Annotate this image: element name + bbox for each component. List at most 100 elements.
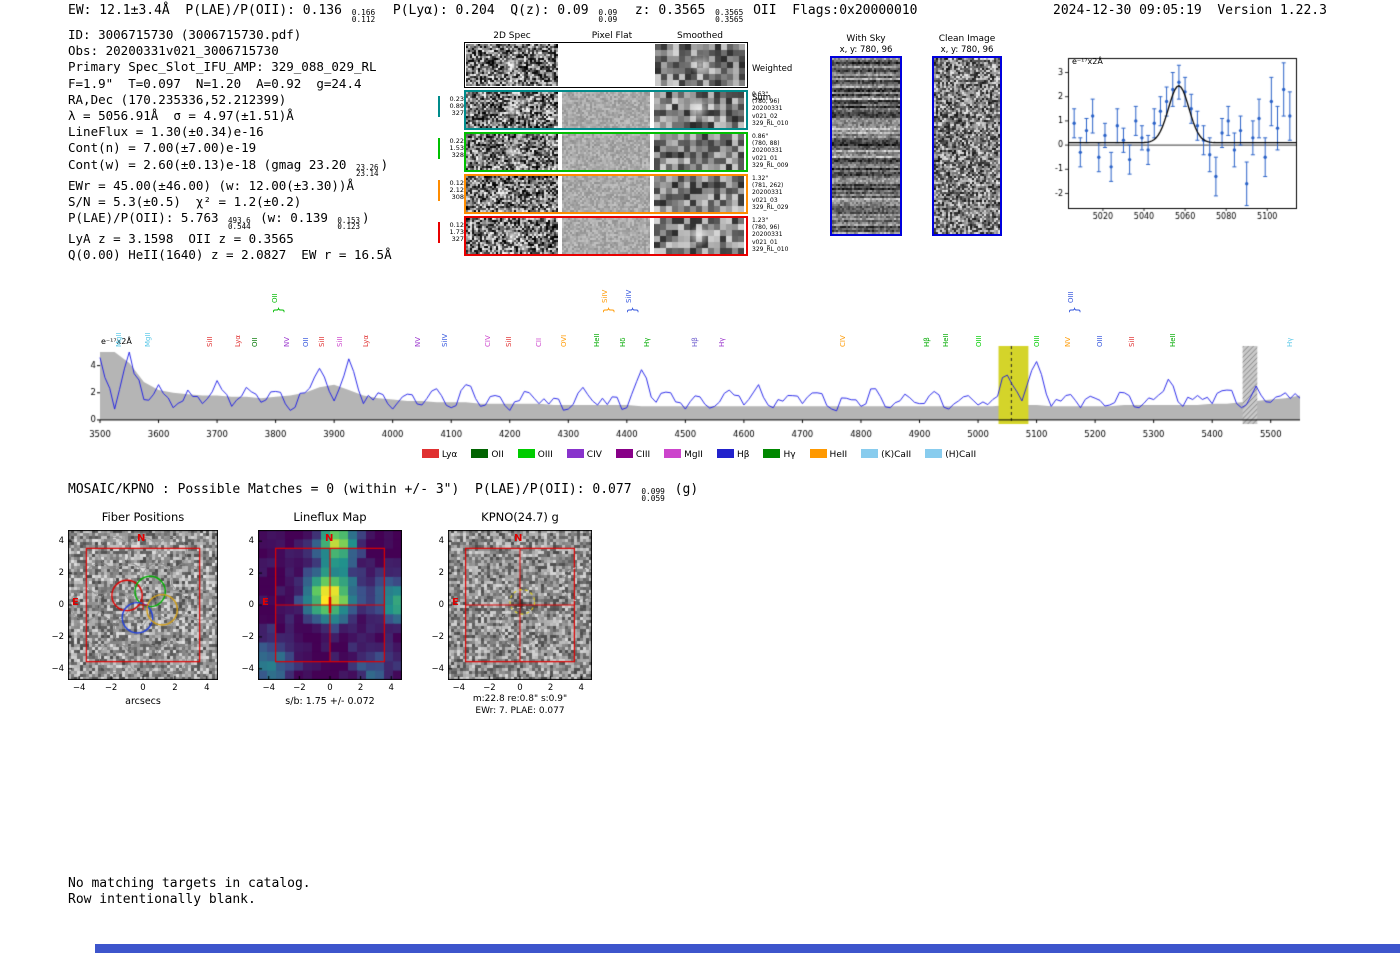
cutout-row [464,90,748,130]
mosaic-match-line: MOSAIC/KPNO : Possible Matches = 0 (with… [68,482,699,503]
legend-item: (H)CaII [925,449,976,460]
cutout-strip-flat [562,92,650,128]
legend-swatch [763,449,781,458]
lineflux-compass-north: N [325,533,334,544]
kpno-image-plot [448,530,592,680]
line-marker-OIII: OIII [1066,291,1075,303]
panel-ytick: 2 [248,568,254,579]
kpno-compass-north: N [514,533,523,544]
panel-xtick: 0 [517,683,523,693]
kpno-compass-east: E [452,597,459,608]
stacked-uncertainty: 493.6 0.544 [228,216,251,232]
line-marker-SiIV: SiIV [624,289,633,303]
legend-item: HeII [809,449,847,460]
panel-ytick: −2 [241,631,254,642]
legend-label: CIV [586,450,602,460]
panel-ytick: −2 [51,631,64,642]
cutout-row-weights: 0.22 1.53 328 [438,138,464,159]
weighted-sum-row [464,42,748,88]
cutout-strip-smooth [654,134,744,170]
clean-image-title: Clean Image [938,34,996,44]
with-sky-image [830,56,902,236]
panel-xtick: −2 [104,683,118,693]
legend-item: Hβ [716,449,750,460]
panel-xtick: 4 [578,683,584,693]
header-datetime-version: 2024-12-30 09:05:19 Version 1.22.3 [1053,3,1327,18]
fiber-xlabel: arcsecs [125,696,161,707]
fiber-compass-north: N [137,533,146,544]
info-line: Cont(w) = 2.60(±0.13)e-18 (gmag 23.20 23… [68,156,389,179]
cutout-strip-2d [466,176,558,212]
with-sky-title: With Sky [846,34,886,44]
panel-xtick: −4 [262,683,275,693]
panel-xtick: 0 [327,683,333,693]
legend-label: Hβ [736,450,750,460]
spectrum-legend: Lyα OII OIII CIV CIII MgII Hβ Hγ HeII (K)CaII (H)C… [88,449,1310,460]
legend-label: OIII [537,450,553,460]
clean-image [932,56,1002,236]
legend-label: MgII [684,450,703,460]
cutout-row-weights: 0.23 0.89 327 [438,96,464,117]
weighted-2dspec-image [466,43,558,86]
cutout-row-meta: 1.23" (780, 96) 20200331 v021_01 329_RL_… [752,217,789,253]
cutout-row-meta: 0.86" (780, 88) 20200331 v021_01 329_RL_… [752,133,789,169]
stacked-uncertainty: 0.3565 0.3565 [715,8,744,24]
legend-item: Hγ [763,449,796,460]
lineflux-map-title: Lineflux Map [293,510,367,524]
legend-swatch [421,449,439,458]
panel-ytick: 0 [438,600,444,610]
kpno-xlabel-1: m:22.8 re:0.8" s:0.9" [472,694,568,704]
info-line: Q(0.00) HeII(1640) z = 2.0827 EW r = 16.… [68,246,392,262]
info-line: F=1.9" T=0.097 N=1.20 A=0.92 g=24.4 [68,75,362,91]
stacked-uncertainty: 0.09 0.09 [598,8,618,24]
fiber-positions-plot [68,530,218,680]
legend-swatch [517,449,535,458]
stacked-uncertainty: 0.153 0.123 [337,216,360,232]
weighted-sum-label: Weighted Sum [752,46,792,122]
header-stats: EW: 12.1±3.4Å P(LAE)/P(OII): 0.136 0.166… [68,3,918,24]
cutout-strip-2d [466,134,558,170]
info-line: ID: 3006715730 (3006715730.pdf) [68,27,302,42]
panel-xtick: −4 [452,683,465,693]
cutout-col-header-smoothed: Smoothed [677,31,723,41]
cutout-strip-flat [562,134,650,170]
line-marker-brace: { [602,306,617,314]
panel-xtick: −4 [72,683,86,693]
line-marker-SiIV: SiIV [601,289,610,303]
cutout-strip-smooth [654,218,744,254]
panel-ytick: 4 [438,536,444,547]
info-line: RA,Dec (170.235336,52.212399) [68,91,287,107]
lineflux-compass-east: E [262,597,269,608]
cutout-strip-flat [562,176,650,212]
cutout-row-meta: 0.63" (780, 96) 20200331 v021_02 329_RL_… [752,91,789,127]
legend-label: (H)CaII [945,450,977,460]
detection-info-block: ID: 3006715730 (3006715730.pdf) Obs: 2020… [68,27,392,263]
cutout-row [464,132,748,172]
panel-ytick: −4 [51,663,64,674]
lineflux-xlabel: s/b: 1.75 +/- 0.072 [285,696,375,707]
legend-label: Hγ [783,450,796,460]
clean-image-xy: x, y: 780, 96 [940,45,994,55]
legend-item: CIII [615,449,650,460]
info-line: S/N = 5.3(±0.5) χ² = 1.2(±0.2) [68,193,302,209]
panel-xtick: 2 [357,683,364,693]
line-marker-brace: { [1067,306,1082,314]
panel-xtick: −2 [483,683,496,693]
panel-ytick: 2 [438,568,444,579]
panel-ytick: 0 [58,600,64,610]
cutout-strip-2d [466,92,558,128]
panel-ytick: −2 [431,631,444,642]
stacked-uncertainty: 0.166 0.112 [351,8,376,24]
legend-swatch [925,449,943,458]
info-line: P(LAE)/P(OII): 5.763 493.6 0.544 (w: 0.13… [68,209,370,232]
panel-ytick: 4 [248,536,254,547]
bottom-page-bar [95,944,1400,953]
fiber-positions-title: Fiber Positions [101,510,185,524]
panel-ytick: 0 [248,600,254,610]
info-line: LyA z = 3.1598 OII z = 0.3565 [68,230,294,246]
panel-ytick: −4 [241,663,254,674]
cutout-strip-flat [562,218,650,254]
full-spectrum-plot [88,334,1310,448]
legend-item: Lyα [421,449,457,460]
info-line: Obs: 20200331v021_3006715730 [68,43,279,59]
